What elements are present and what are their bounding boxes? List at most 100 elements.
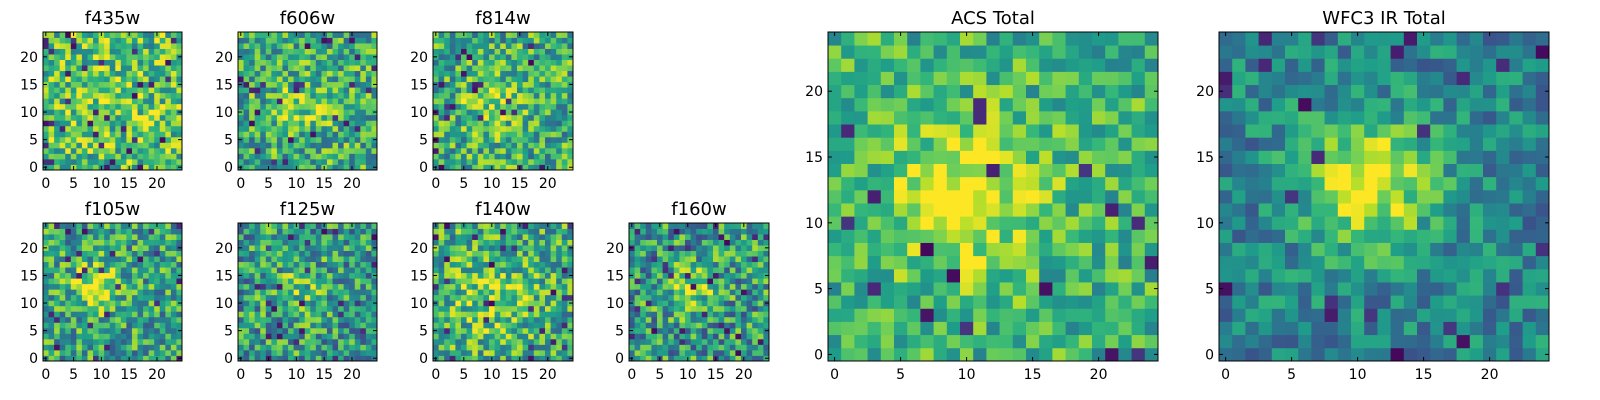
heatmap-cell [511, 37, 518, 44]
heatmap-cell [494, 142, 501, 149]
heatmap-cell [143, 37, 150, 44]
heatmap-cell [343, 283, 350, 290]
heatmap-cell [533, 338, 540, 345]
heatmap-cell [81, 153, 88, 160]
heatmap-cell [360, 234, 367, 240]
heatmap-cell [332, 76, 339, 83]
heatmap-cell [293, 43, 300, 49]
heatmap-cell [438, 59, 445, 66]
heatmap-cell [65, 267, 72, 274]
heatmap-cell [533, 70, 540, 77]
heatmap-cell [109, 76, 116, 83]
heatmap-cell [260, 164, 267, 171]
heatmap-cell [120, 37, 127, 44]
heatmap-cell [59, 322, 66, 329]
heatmap-cell [254, 311, 261, 318]
heatmap-cell [550, 294, 557, 301]
heatmap-cell [249, 92, 256, 99]
heatmap-cell [115, 338, 122, 345]
heatmap-cell [651, 267, 658, 274]
heatmap-cell [477, 76, 484, 83]
heatmap-cell [126, 272, 133, 279]
heatmap-cell [48, 294, 55, 301]
heatmap-cell [271, 43, 278, 49]
heatmap-cell [238, 305, 244, 312]
heatmap-cell [489, 125, 495, 132]
heatmap-cell [249, 338, 256, 345]
heatmap-cell [59, 142, 66, 149]
heatmap-cell [645, 239, 652, 246]
heatmap-cell [349, 245, 356, 251]
heatmap-cell [894, 242, 908, 257]
heatmap-cell [477, 256, 484, 263]
heatmap-cell [243, 92, 250, 99]
heatmap-cell [741, 305, 747, 312]
heatmap-cell [517, 54, 523, 60]
heatmap-cell [282, 327, 289, 334]
heatmap-cell [143, 250, 150, 257]
heatmap-cell [657, 261, 663, 268]
heatmap-cell [148, 76, 155, 83]
heatmap-cell [170, 59, 177, 66]
heatmap-cell [48, 65, 55, 72]
heatmap-cell [477, 283, 484, 290]
heatmap-cell [511, 267, 518, 274]
heatmap-cell [310, 305, 317, 312]
heatmap-cell [304, 344, 311, 351]
heatmap-cell [746, 322, 753, 329]
heatmap-cell [104, 37, 111, 44]
heatmap-cell [315, 103, 322, 110]
heatmap-cell [343, 48, 350, 55]
heatmap-cell [500, 272, 507, 279]
heatmap-cell [640, 261, 647, 268]
heatmap-cell [679, 344, 686, 351]
heatmap-cell [1065, 255, 1080, 270]
heatmap-cell [1144, 334, 1159, 349]
heatmap-cell [472, 43, 479, 49]
heatmap-cell [170, 355, 177, 362]
heatmap-cell [131, 294, 138, 301]
heatmap-cell [170, 87, 177, 94]
heatmap-cell [143, 136, 150, 143]
heatmap-cell [288, 147, 294, 154]
heatmap-cell [104, 283, 111, 290]
heatmap-cell [528, 109, 535, 116]
heatmap-cell [115, 87, 122, 94]
heatmap-cell [131, 344, 138, 351]
heatmap-cell [645, 305, 652, 312]
heatmap-cell [920, 242, 934, 257]
heatmap-cell [539, 120, 546, 127]
heatmap-cell [282, 76, 289, 83]
heatmap-cell [483, 131, 490, 138]
heatmap-cell [522, 305, 529, 312]
heatmap-cell [489, 81, 495, 88]
heatmap-cell [455, 158, 462, 165]
heatmap-cell [433, 48, 439, 55]
heatmap-cell [986, 268, 1000, 283]
heatmap-cell [93, 267, 99, 274]
heatmap-cell [466, 158, 473, 165]
heatmap-cell [438, 120, 445, 127]
heatmap-cell [371, 289, 378, 296]
heatmap-cell [494, 327, 501, 334]
heatmap-cell [243, 142, 250, 149]
heatmap-cell [276, 48, 283, 55]
heatmap-cell [282, 158, 289, 165]
heatmap-cell [48, 142, 55, 149]
heatmap-cell [254, 294, 261, 301]
heatmap-cell [867, 150, 882, 164]
heatmap-cell [137, 32, 144, 38]
heatmap-cell [249, 125, 256, 132]
heatmap-cell [65, 311, 72, 318]
heatmap-cell [685, 250, 691, 257]
heatmap-cell [999, 189, 1014, 204]
heatmap-cell [679, 300, 686, 307]
heatmap-cell [143, 32, 150, 38]
heatmap-cell [539, 322, 546, 329]
heatmap-cell [713, 316, 719, 323]
heatmap-cell [349, 322, 356, 329]
heatmap-cell [1131, 282, 1146, 296]
heatmap-cell [131, 316, 138, 323]
heatmap-cell [321, 120, 328, 127]
heatmap-cell [321, 158, 328, 165]
